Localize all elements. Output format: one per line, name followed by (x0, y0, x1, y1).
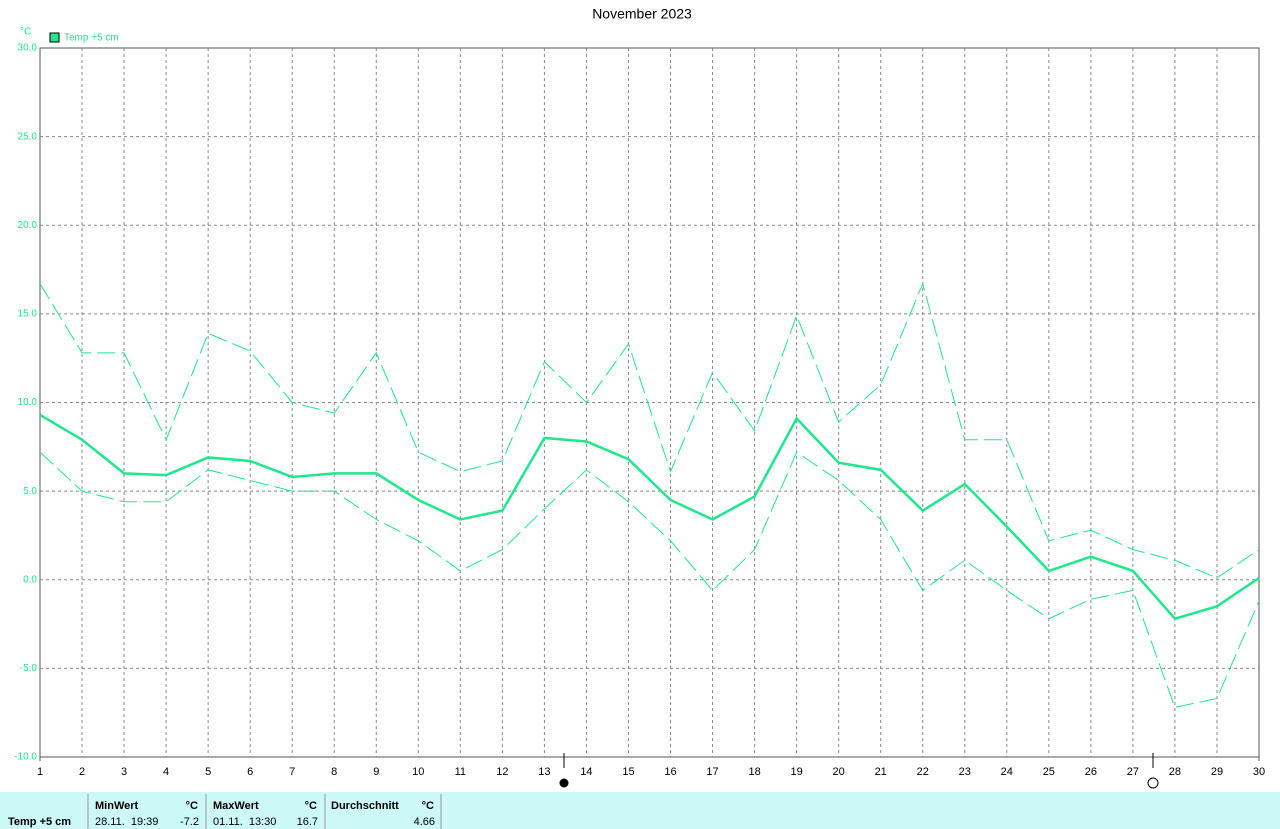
x-tick-label: 19 (790, 766, 802, 778)
x-tick-label: 1 (37, 766, 43, 778)
x-tick-label: 13 (538, 766, 550, 778)
y-tick-label: -5.0 (20, 663, 38, 674)
y-unit: °C (20, 27, 31, 38)
x-tick-label: 18 (748, 766, 760, 778)
range-line (39, 282, 1260, 579)
x-tick-label: 23 (959, 766, 971, 778)
y-tick-label: 25.0 (18, 131, 38, 142)
min-unit: °C (186, 800, 198, 812)
x-tick-label: 8 (331, 766, 337, 778)
max-unit: °C (305, 800, 317, 812)
x-tick-label: 22 (917, 766, 929, 778)
min-value: -7.2 (180, 816, 199, 828)
y-tick-label: 15.0 (18, 309, 38, 320)
legend-label: Temp +5 cm (64, 33, 119, 44)
x-tick-label: 14 (580, 766, 592, 778)
x-tick-label: 20 (833, 766, 845, 778)
avg-label: Durchschnitt (331, 800, 399, 812)
y-tick-label: 30.0 (18, 43, 38, 54)
y-tick-label: 10.0 (18, 397, 38, 408)
x-tick-label: 30 (1253, 766, 1265, 778)
x-tick-label: 15 (622, 766, 634, 778)
x-tick-label: 27 (1127, 766, 1139, 778)
legend-swatch (49, 32, 60, 43)
x-tick-label: 21 (875, 766, 887, 778)
y-tick-label: 5.0 (23, 486, 37, 497)
footer-band (0, 792, 1280, 829)
x-tick-label: 5 (205, 766, 211, 778)
footer: Temp +5 cm MinWert °C 28.11. 19:39 -7.2 … (8, 794, 442, 829)
x-tick-label: 4 (163, 766, 169, 778)
x-tick-label: 28 (1169, 766, 1181, 778)
x-tick-label: 24 (1001, 766, 1013, 778)
x-tick-label: 11 (455, 766, 466, 778)
series-line (39, 413, 1260, 621)
full-moon (1147, 777, 1159, 789)
max-label: MaxWert (213, 800, 259, 812)
x-tick-label: 3 (121, 766, 127, 778)
avg-unit: °C (422, 800, 434, 812)
x-tick-label: 10 (412, 766, 424, 778)
x-tick-label: 6 (247, 766, 253, 778)
y-tick-label: 0.0 (23, 574, 37, 585)
x-tick-label: 26 (1085, 766, 1097, 778)
max-value: 16.7 (297, 816, 318, 828)
avg-value: 4.66 (414, 816, 435, 828)
min-time: 28.11. 19:39 (95, 816, 158, 828)
x-tick-label: 25 (1043, 766, 1055, 778)
sensor: Temp +5 cm (8, 816, 71, 828)
x-tick-label: 16 (664, 766, 676, 778)
range-line (39, 451, 1260, 708)
x-tick-label: 12 (496, 766, 508, 778)
chart-title: November 2023 (592, 6, 692, 22)
y-tick-label: -10.0 (14, 752, 37, 763)
x-tick-label: 9 (373, 766, 379, 778)
x-tick-label: 17 (706, 766, 718, 778)
min-label: MinWert (95, 800, 139, 812)
new-moon (559, 778, 569, 788)
x-tick-label: 29 (1211, 766, 1223, 778)
x-tick-label: 7 (289, 766, 295, 778)
y-tick-label: 20.0 (18, 220, 38, 231)
x-tick-label: 2 (79, 766, 85, 778)
max-time: 01.11. 13:30 (213, 816, 276, 828)
